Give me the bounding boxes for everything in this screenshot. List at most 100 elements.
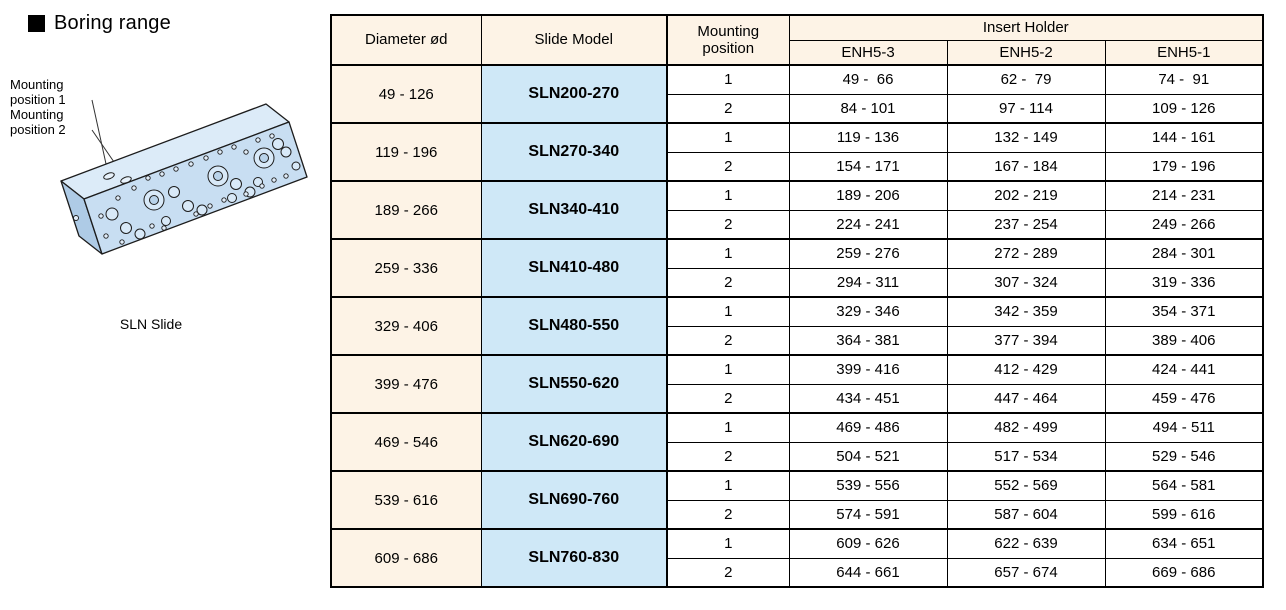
range-cell-enh5-1: 494 - 511	[1104, 412, 1264, 443]
mounting-position-cell: 1	[666, 412, 790, 443]
mounting-position-cell: 1	[666, 296, 790, 327]
column-header-diameter: Diameter ød	[330, 14, 482, 66]
diameter-cell: 49 - 126	[330, 64, 482, 124]
range-cell-enh5-2: 657 - 674	[946, 557, 1106, 588]
range-cell-enh5-2: 62 - 79	[946, 64, 1106, 95]
table-row: 329 - 406 SLN480-550 1 329 - 346 342 - 3…	[330, 296, 1264, 356]
slide-model-cell: SLN270-340	[480, 122, 668, 182]
range-cell-enh5-1: 214 - 231	[1104, 180, 1264, 211]
mounting-position-cell: 2	[666, 383, 790, 414]
range-cell-enh5-3: 574 - 591	[788, 499, 948, 530]
slide-model-cell: SLN410-480	[480, 238, 668, 298]
range-cell-enh5-2: 447 - 464	[946, 383, 1106, 414]
mounting-position-cell: 2	[666, 267, 790, 298]
slide-model-cell: SLN340-410	[480, 180, 668, 240]
range-cell-enh5-3: 364 - 381	[788, 325, 948, 356]
range-cell-enh5-3: 154 - 171	[788, 151, 948, 182]
mounting-position-2-label: Mounting position 2	[10, 107, 66, 137]
table-subheader-row: ENH5-3 ENH5-2 ENH5-1	[331, 39, 1264, 66]
slide-model-cell: SLN760-830	[480, 528, 668, 588]
mounting-position-cell: 2	[666, 209, 790, 240]
diameter-cell: 189 - 266	[330, 180, 482, 240]
range-cell-enh5-1: 389 - 406	[1104, 325, 1264, 356]
diameter-cell: 259 - 336	[330, 238, 482, 298]
table-header: Diameter ød Slide Model Mounting positio…	[330, 14, 1264, 66]
column-header-enh5-2: ENH5-2	[946, 39, 1106, 66]
mounting-position-cell: 2	[666, 325, 790, 356]
range-cell-enh5-2: 97 - 114	[946, 93, 1106, 124]
range-cell-enh5-1: 74 - 91	[1104, 64, 1264, 95]
range-cell-enh5-2: 587 - 604	[946, 499, 1106, 530]
mounting-position-markers	[103, 172, 132, 184]
table-row: 2 294 - 311 307 - 324 319 - 336	[331, 267, 1264, 298]
table-row: 189 - 266 SLN340-410 1 189 - 206 202 - 2…	[330, 180, 1264, 240]
section-marker-icon	[28, 15, 45, 32]
mounting-position-1-marker	[103, 172, 115, 180]
range-cell-enh5-2: 167 - 184	[946, 151, 1106, 182]
table-row: 2 154 - 171 167 - 184 179 - 196	[331, 151, 1264, 182]
range-cell-enh5-3: 49 - 66	[788, 64, 948, 95]
slide-model-cell: SLN200-270	[480, 64, 668, 124]
slide-model-cell: SLN690-760	[480, 470, 668, 530]
small-holes	[73, 133, 289, 245]
range-cell-enh5-3: 469 - 486	[788, 412, 948, 443]
diameter-cell: 399 - 476	[330, 354, 482, 414]
table-row: 609 - 686 SLN760-830 1 609 - 626 622 - 6…	[330, 528, 1264, 588]
range-cell-enh5-1: 424 - 441	[1104, 354, 1264, 385]
range-cell-enh5-1: 144 - 161	[1104, 122, 1264, 153]
range-cell-enh5-1: 284 - 301	[1104, 238, 1264, 269]
range-cell-enh5-3: 189 - 206	[788, 180, 948, 211]
mounting-position-cell: 2	[666, 93, 790, 124]
mounting-position-cell: 1	[666, 238, 790, 269]
diameter-cell: 469 - 546	[330, 412, 482, 472]
range-cell-enh5-3: 119 - 136	[788, 122, 948, 153]
range-cell-enh5-1: 564 - 581	[1104, 470, 1264, 501]
range-cell-enh5-3: 224 - 241	[788, 209, 948, 240]
range-cell-enh5-1: 634 - 651	[1104, 528, 1264, 559]
mounting-position-1-label: Mounting position 1	[10, 77, 66, 107]
column-header-insert-holder: Insert Holder	[788, 14, 1264, 41]
diameter-cell: 119 - 196	[330, 122, 482, 182]
page-title: Boring range	[54, 12, 171, 34]
table-body: 49 - 126 SLN200-270 1 49 - 66 62 - 79 74…	[330, 64, 1264, 588]
mounting-position-cell: 1	[666, 64, 790, 95]
column-header-slide-model: Slide Model	[480, 14, 668, 66]
mounting-position-cell: 2	[666, 557, 790, 588]
slide-model-cell: SLN550-620	[480, 354, 668, 414]
table-row: 2 434 - 451 447 - 464 459 - 476	[331, 383, 1264, 414]
range-cell-enh5-1: 319 - 336	[1104, 267, 1264, 298]
table-row: 49 - 126 SLN200-270 1 49 - 66 62 - 79 74…	[330, 64, 1264, 124]
table-row: 259 - 336 SLN410-480 1 259 - 276 272 - 2…	[330, 238, 1264, 298]
column-header-enh5-3: ENH5-3	[788, 39, 948, 66]
mounting-position-cell: 1	[666, 354, 790, 385]
range-cell-enh5-3: 434 - 451	[788, 383, 948, 414]
range-cell-enh5-3: 644 - 661	[788, 557, 948, 588]
table-row: 539 - 616 SLN690-760 1 539 - 556 552 - 5…	[330, 470, 1264, 530]
boring-range-table: Diameter ød Slide Model Mounting positio…	[330, 14, 1264, 588]
range-cell-enh5-3: 539 - 556	[788, 470, 948, 501]
range-cell-enh5-2: 202 - 219	[946, 180, 1106, 211]
mounting-position-cell: 1	[666, 122, 790, 153]
range-cell-enh5-1: 354 - 371	[1104, 296, 1264, 327]
range-cell-enh5-2: 552 - 569	[946, 470, 1106, 501]
range-cell-enh5-3: 329 - 346	[788, 296, 948, 327]
figure-caption: SLN Slide	[119, 316, 183, 332]
sln-slide-illustration	[60, 99, 308, 255]
range-cell-enh5-3: 399 - 416	[788, 354, 948, 385]
table-row: 2 574 - 591 587 - 604 599 - 616	[331, 499, 1264, 530]
slide-model-cell: SLN620-690	[480, 412, 668, 472]
range-cell-enh5-2: 342 - 359	[946, 296, 1106, 327]
range-cell-enh5-1: 669 - 686	[1104, 557, 1264, 588]
leader-line-position-1	[91, 99, 109, 174]
range-cell-enh5-1: 599 - 616	[1104, 499, 1264, 530]
range-cell-enh5-3: 84 - 101	[788, 93, 948, 124]
range-cell-enh5-2: 377 - 394	[946, 325, 1106, 356]
table-row: 119 - 196 SLN270-340 1 119 - 136 132 - 1…	[330, 122, 1264, 182]
slide-model-cell: SLN480-550	[480, 296, 668, 356]
table-header-row: Diameter ød Slide Model Mounting positio…	[330, 14, 1264, 66]
range-cell-enh5-2: 482 - 499	[946, 412, 1106, 443]
mounting-position-2-marker	[120, 176, 132, 184]
range-cell-enh5-3: 294 - 311	[788, 267, 948, 298]
range-cell-enh5-3: 259 - 276	[788, 238, 948, 269]
range-cell-enh5-1: 249 - 266	[1104, 209, 1264, 240]
